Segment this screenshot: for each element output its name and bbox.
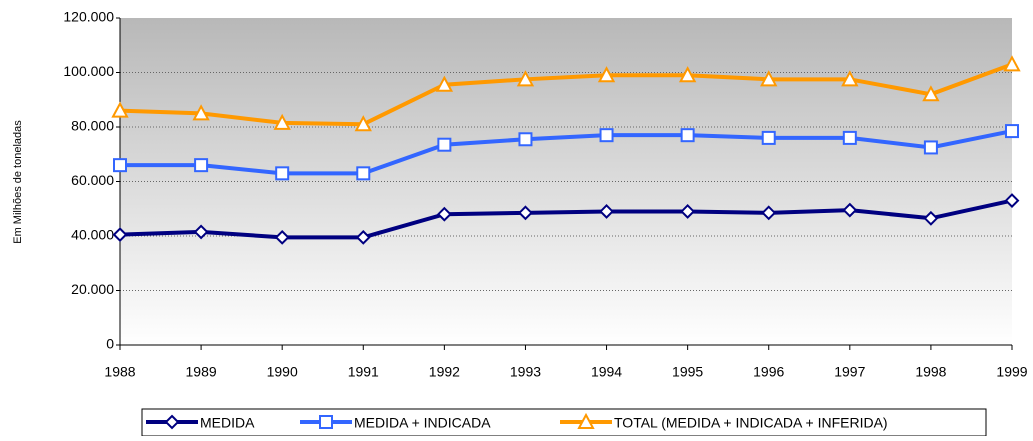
marker (680, 128, 695, 143)
marker (356, 166, 371, 181)
series-line (119, 62, 1013, 127)
legend-label: TOTAL (MEDIDA + INDICADA + INFERIDA) (614, 415, 888, 431)
x-tick-label: 1993 (510, 364, 541, 380)
legend-label: MEDIDA + INDICADA (354, 415, 491, 431)
marker (518, 132, 533, 147)
marker (275, 166, 290, 181)
marker (760, 70, 778, 87)
x-tick-label: 1994 (591, 364, 622, 380)
marker (597, 66, 616, 83)
marker (842, 202, 858, 218)
y-tick-label: 100.000 (63, 63, 114, 79)
marker (577, 412, 595, 429)
marker (842, 130, 857, 145)
marker (678, 66, 697, 83)
x-tick-label: 1990 (267, 364, 298, 380)
y-tick-label: 60.000 (71, 172, 114, 188)
marker (599, 128, 614, 143)
marker (923, 210, 939, 226)
marker (192, 104, 210, 121)
legend-label: MEDIDA (200, 415, 255, 431)
marker (841, 70, 859, 87)
marker (113, 158, 127, 173)
x-tick-label: 1995 (672, 364, 703, 380)
x-tick-label: 1988 (104, 364, 135, 380)
marker (273, 113, 291, 130)
y-tick-label: 40.000 (71, 227, 114, 243)
x-tick-label: 1992 (429, 364, 460, 380)
marker (435, 75, 454, 92)
marker (354, 115, 372, 132)
marker (923, 140, 938, 155)
marker (761, 205, 777, 221)
marker (112, 227, 128, 243)
marker (922, 85, 940, 102)
marker (437, 137, 452, 152)
x-tick-label: 1997 (834, 364, 865, 380)
x-tick-label: 1996 (753, 364, 784, 380)
x-tick-label: 1991 (348, 364, 379, 380)
plot-area (120, 18, 1012, 345)
y-tick-label: 0 (106, 336, 114, 352)
marker (194, 158, 209, 173)
marker (518, 205, 533, 221)
y-tick-label: 20.000 (71, 281, 114, 297)
marker (761, 130, 776, 145)
series-line (119, 198, 1013, 240)
marker (436, 206, 452, 222)
marker (1004, 193, 1020, 208)
marker (1005, 124, 1019, 139)
marker (680, 204, 696, 219)
marker (319, 415, 333, 429)
marker (1003, 55, 1021, 72)
marker (193, 224, 209, 240)
x-tick-label: 1989 (186, 364, 217, 380)
marker (355, 229, 371, 245)
marker (274, 229, 290, 245)
y-tick-label: 120.000 (63, 9, 114, 25)
series-line (120, 129, 1013, 176)
marker (599, 204, 614, 219)
y-tick-label: 80.000 (71, 118, 114, 134)
y-axis-label: Em Milhões de toneladas (12, 120, 24, 244)
x-tick-label: 1999 (996, 364, 1027, 380)
marker (516, 70, 535, 87)
marker (164, 414, 180, 430)
x-tick-label: 1998 (915, 364, 946, 380)
marker (111, 101, 129, 118)
